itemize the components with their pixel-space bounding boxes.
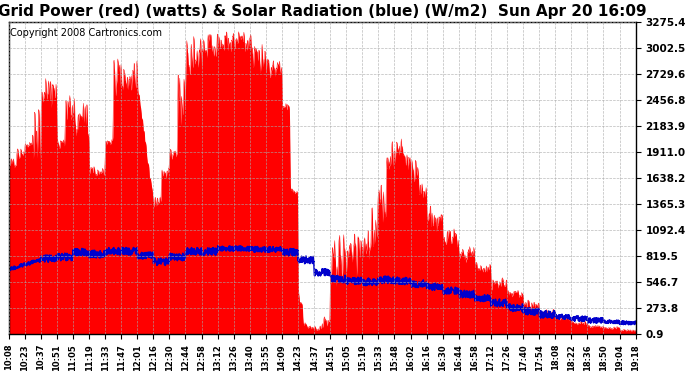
Title: Grid Power (red) (watts) & Solar Radiation (blue) (W/m2)  Sun Apr 20 16:09: Grid Power (red) (watts) & Solar Radiati… [0,4,647,19]
Text: Copyright 2008 Cartronics.com: Copyright 2008 Cartronics.com [10,28,162,38]
